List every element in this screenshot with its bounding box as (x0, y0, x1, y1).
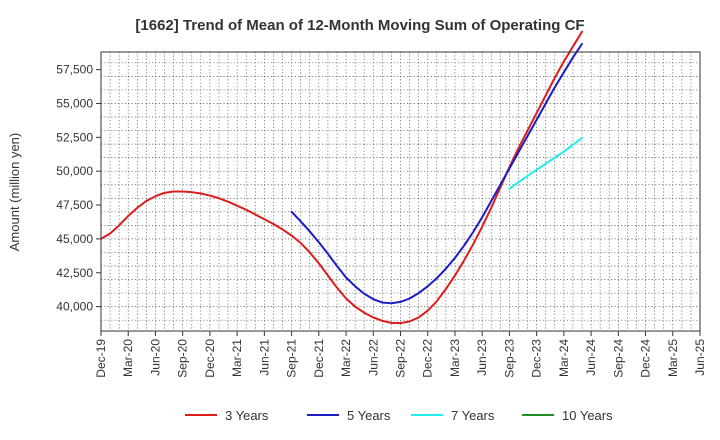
x-tick-label: Mar-24 (557, 339, 571, 377)
legend: 3 Years 5 Years 7 Years 10 Years (185, 408, 613, 423)
x-tick-label: Mar-25 (666, 339, 680, 377)
x-tick-label: Jun-25 (693, 339, 707, 376)
x-tick-label: Jun-24 (584, 339, 598, 376)
legend-label: 10 Years (562, 408, 613, 423)
grid (101, 52, 700, 331)
x-tick-label: Mar-20 (121, 339, 135, 377)
y-tick-label: 47,500 (56, 198, 93, 212)
x-tick-label: Sep-21 (285, 339, 299, 378)
plot-frame (100, 51, 701, 332)
x-tick-label: Sep-24 (611, 339, 625, 378)
series-line-5-years (290, 42, 584, 305)
x-tick-label: Dec-22 (421, 339, 435, 378)
x-tick-label: Dec-20 (203, 339, 217, 378)
x-tick-label: Sep-20 (176, 339, 190, 378)
x-tick-label: Dec-24 (639, 339, 653, 378)
x-tick-label: Mar-21 (230, 339, 244, 377)
x-tick-label: Jun-21 (257, 339, 271, 376)
y-tick-label: 40,000 (56, 300, 93, 314)
x-tick-label: Sep-23 (502, 339, 516, 378)
legend-label: 7 Years (451, 408, 495, 423)
x-tick-label: Jun-23 (475, 339, 489, 376)
legend-label: 3 Years (225, 408, 269, 423)
x-tick-label: Jun-22 (366, 339, 380, 376)
x-tick-label: Sep-22 (394, 339, 408, 378)
x-tick-label: Dec-23 (530, 339, 544, 378)
y-tick-label: 50,000 (56, 164, 93, 178)
y-tick-label: 42,500 (56, 266, 93, 280)
series-lines (100, 30, 584, 325)
y-tick-label: 57,500 (56, 63, 93, 77)
y-tick-label: 55,000 (56, 96, 93, 110)
y-axis-ticks: 40,000 42,500 45,000 47,500 50,000 52,500 55,0… (56, 63, 101, 314)
legend-label: 5 Years (347, 408, 391, 423)
y-axis-title: Amount (million yen) (7, 133, 22, 252)
x-tick-label: Mar-22 (339, 339, 353, 377)
x-tick-label: Jun-20 (148, 339, 162, 376)
x-tick-label: Dec-21 (312, 339, 326, 378)
series-line-7-years (508, 137, 584, 190)
x-tick-label: Dec-19 (94, 339, 108, 378)
chart-title: [1662] Trend of Mean of 12-Month Moving … (135, 17, 584, 34)
x-tick-label: Mar-23 (448, 339, 462, 377)
y-tick-label: 52,500 (56, 130, 93, 144)
x-axis-ticks: Dec-19 Mar-20 Jun-20 Sep-20 Dec-20 Mar-21 Jun-… (94, 331, 707, 378)
y-tick-label: 45,000 (56, 232, 93, 246)
